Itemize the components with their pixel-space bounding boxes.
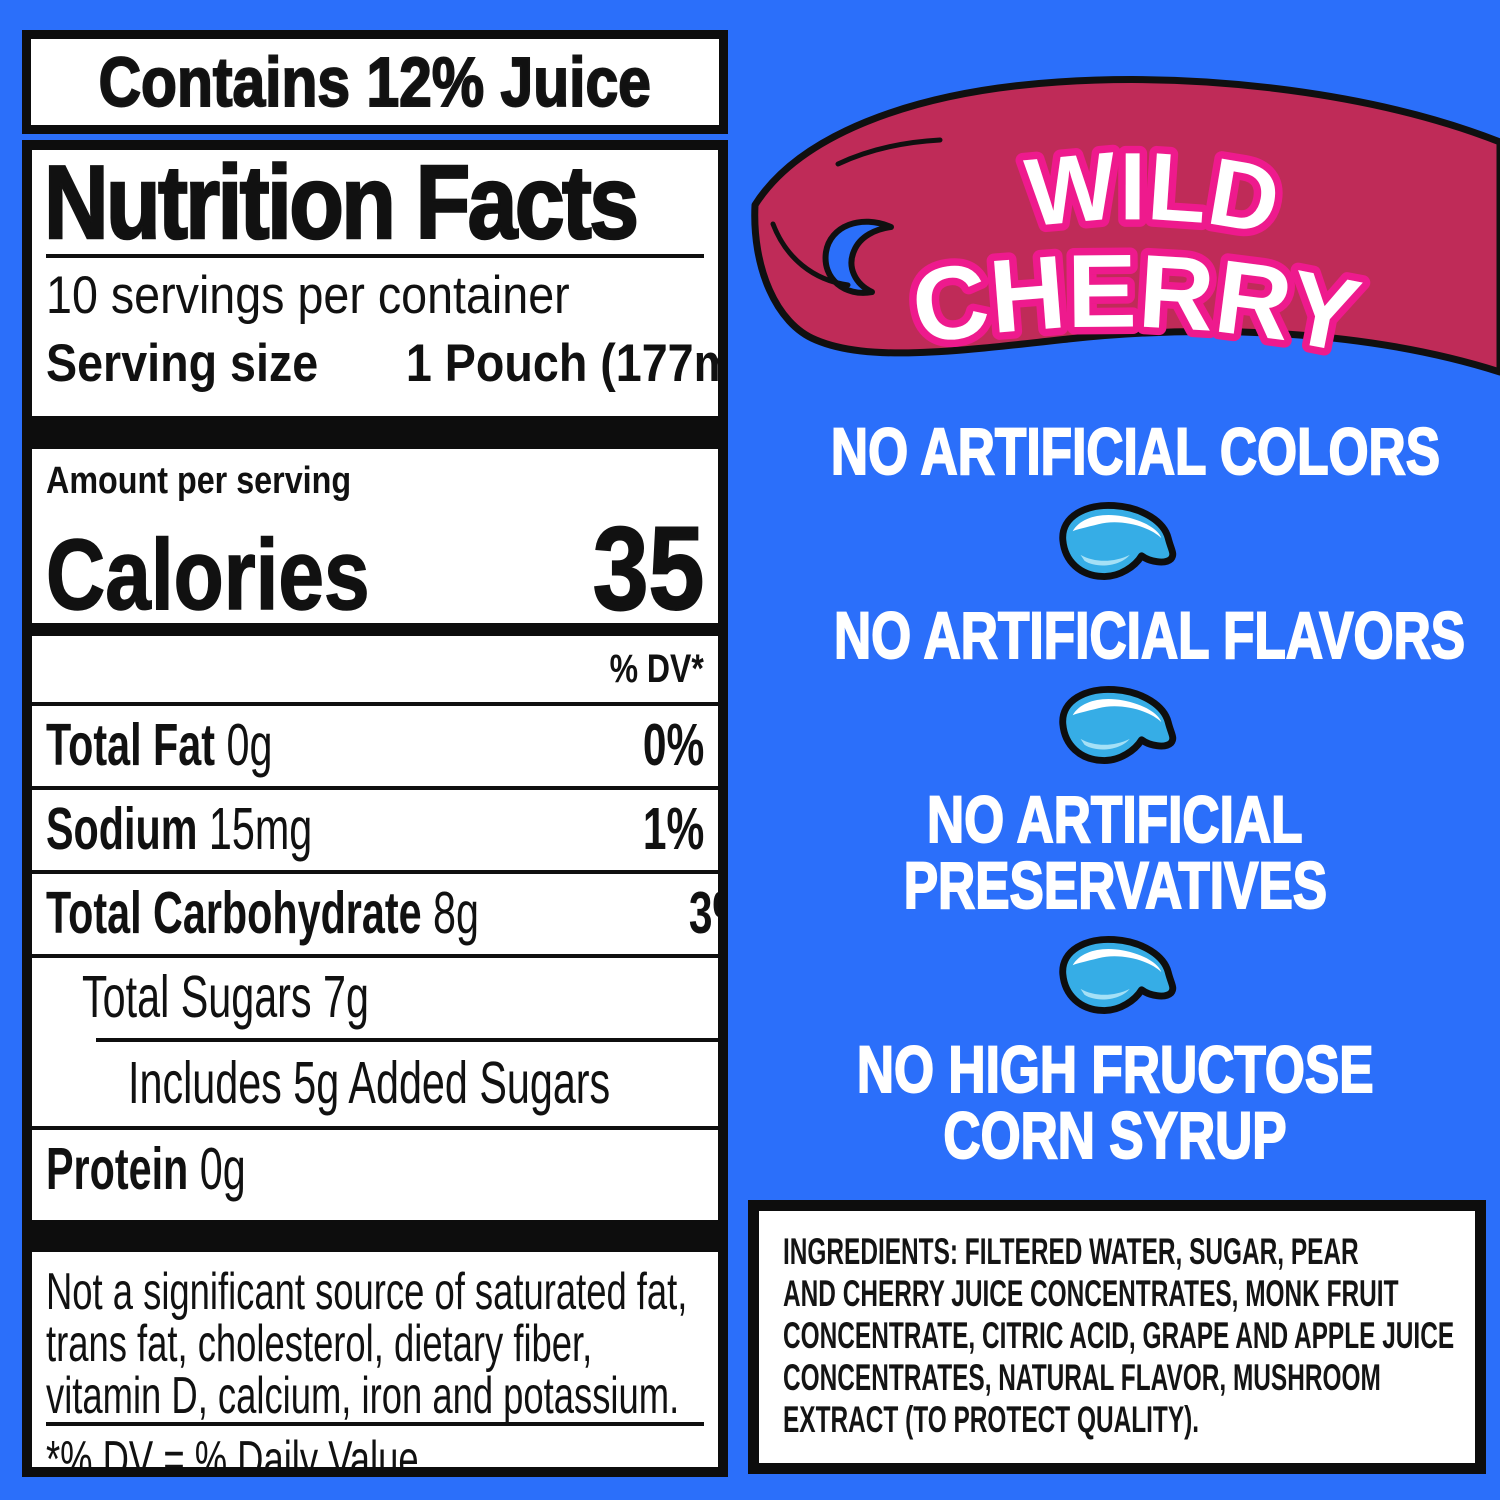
not-significant-source-note: Not a significant source of saturated fa… [46, 1263, 688, 1425]
ribbon-shape [751, 76, 1500, 376]
nutrition-facts-panel: Nutrition Facts 10 servings per containe… [22, 140, 728, 1477]
nutrient-row-protein: Protein 0g [32, 1126, 718, 1210]
ingredients-line: AND CHERRY JUICE CONCENTRATES, MONK FRUI… [783, 1273, 1399, 1314]
dv-value: 1% [642, 796, 704, 862]
claim-no-artificial-colors: NO ARTIFICIAL COLORS [830, 414, 1441, 488]
ribbon-accent-line [835, 137, 943, 167]
claim-no-artificial-preservatives: NO ARTIFICIAL PRESERVATIVES [903, 782, 1328, 922]
juice-content-text: Contains 12% Juice [98, 42, 652, 122]
flavor-ribbon: WILD CHERRY [751, 76, 1500, 383]
ingredients-line: EXTRACT (TO PROTECT QUALITY). [783, 1399, 1200, 1440]
ribbon-accent-line [770, 221, 851, 288]
water-drop-icon [1059, 936, 1177, 1014]
nutrient-row-total-fat: Total Fat 0g 0% [32, 702, 718, 786]
daily-value-header: % DV* [609, 647, 704, 691]
dv-value: 0% [642, 712, 704, 778]
claim-no-high-fructose-corn-syrup: NO HIGH FRUCTOSE CORN SYRUP [856, 1032, 1374, 1172]
thick-divider-bar [32, 1220, 718, 1252]
nutrition-facts-title: Nutrition Facts [43, 145, 640, 261]
ingredients-line: CONCENTRATE, CITRIC ACID, GRAPE AND APPL… [783, 1315, 1455, 1356]
nutrient-row-added-sugars: Includes 5g Added Sugars 10% [128, 1050, 611, 1116]
juice-content-banner: Contains 12% Juice [22, 30, 728, 134]
nutrient-row-sodium: Sodium 15mg 1% [32, 786, 718, 870]
daily-value-definition: *% DV = % Daily Value [46, 1431, 419, 1477]
divider [46, 254, 704, 258]
amount-per-serving-label: Amount per serving [46, 460, 352, 502]
calories-label: Calories [45, 518, 370, 632]
calories-value: 35 [592, 502, 705, 636]
flavor-name-line1: WILD [1021, 132, 1287, 255]
indented-divider [96, 1038, 718, 1042]
thick-divider-bar [32, 416, 718, 449]
divider [46, 1422, 704, 1426]
claim-no-artificial-flavors: NO ARTIFICIAL FLAVORS [833, 598, 1466, 672]
serving-size-row: Serving size 1 Pouch (177mL) [46, 334, 718, 393]
ingredients-line: CONCENTRATES, NATURAL FLAVOR, MUSHROOM [783, 1357, 1381, 1398]
serving-size-value: 1 Pouch (177mL) [406, 334, 718, 393]
calories-row: Calories 35 [45, 501, 704, 636]
serving-size-label: Serving size [46, 334, 319, 393]
ribbon-curl-notch [822, 218, 894, 296]
water-drop-icon [1059, 502, 1177, 580]
thin-divider-bar [32, 623, 718, 636]
ingredients-line: INGREDIENTS: FILTERED WATER, SUGAR, PEAR [783, 1231, 1359, 1272]
dv-value: 3% [688, 880, 718, 946]
nutrient-row-total-carbohydrate: Total Carbohydrate 8g 3% [32, 870, 718, 954]
ingredients-box: INGREDIENTS: FILTERED WATER, SUGAR, PEAR… [748, 1200, 1486, 1474]
servings-per-container: 10 servings per container [46, 266, 570, 325]
nutrient-row-total-sugars: Total Sugars 7g [32, 954, 718, 1038]
product-claims: NO ARTIFICIAL COLORS NO ARTIFICIAL FLAVO… [745, 414, 1485, 1172]
water-drop-icon [1059, 686, 1177, 764]
